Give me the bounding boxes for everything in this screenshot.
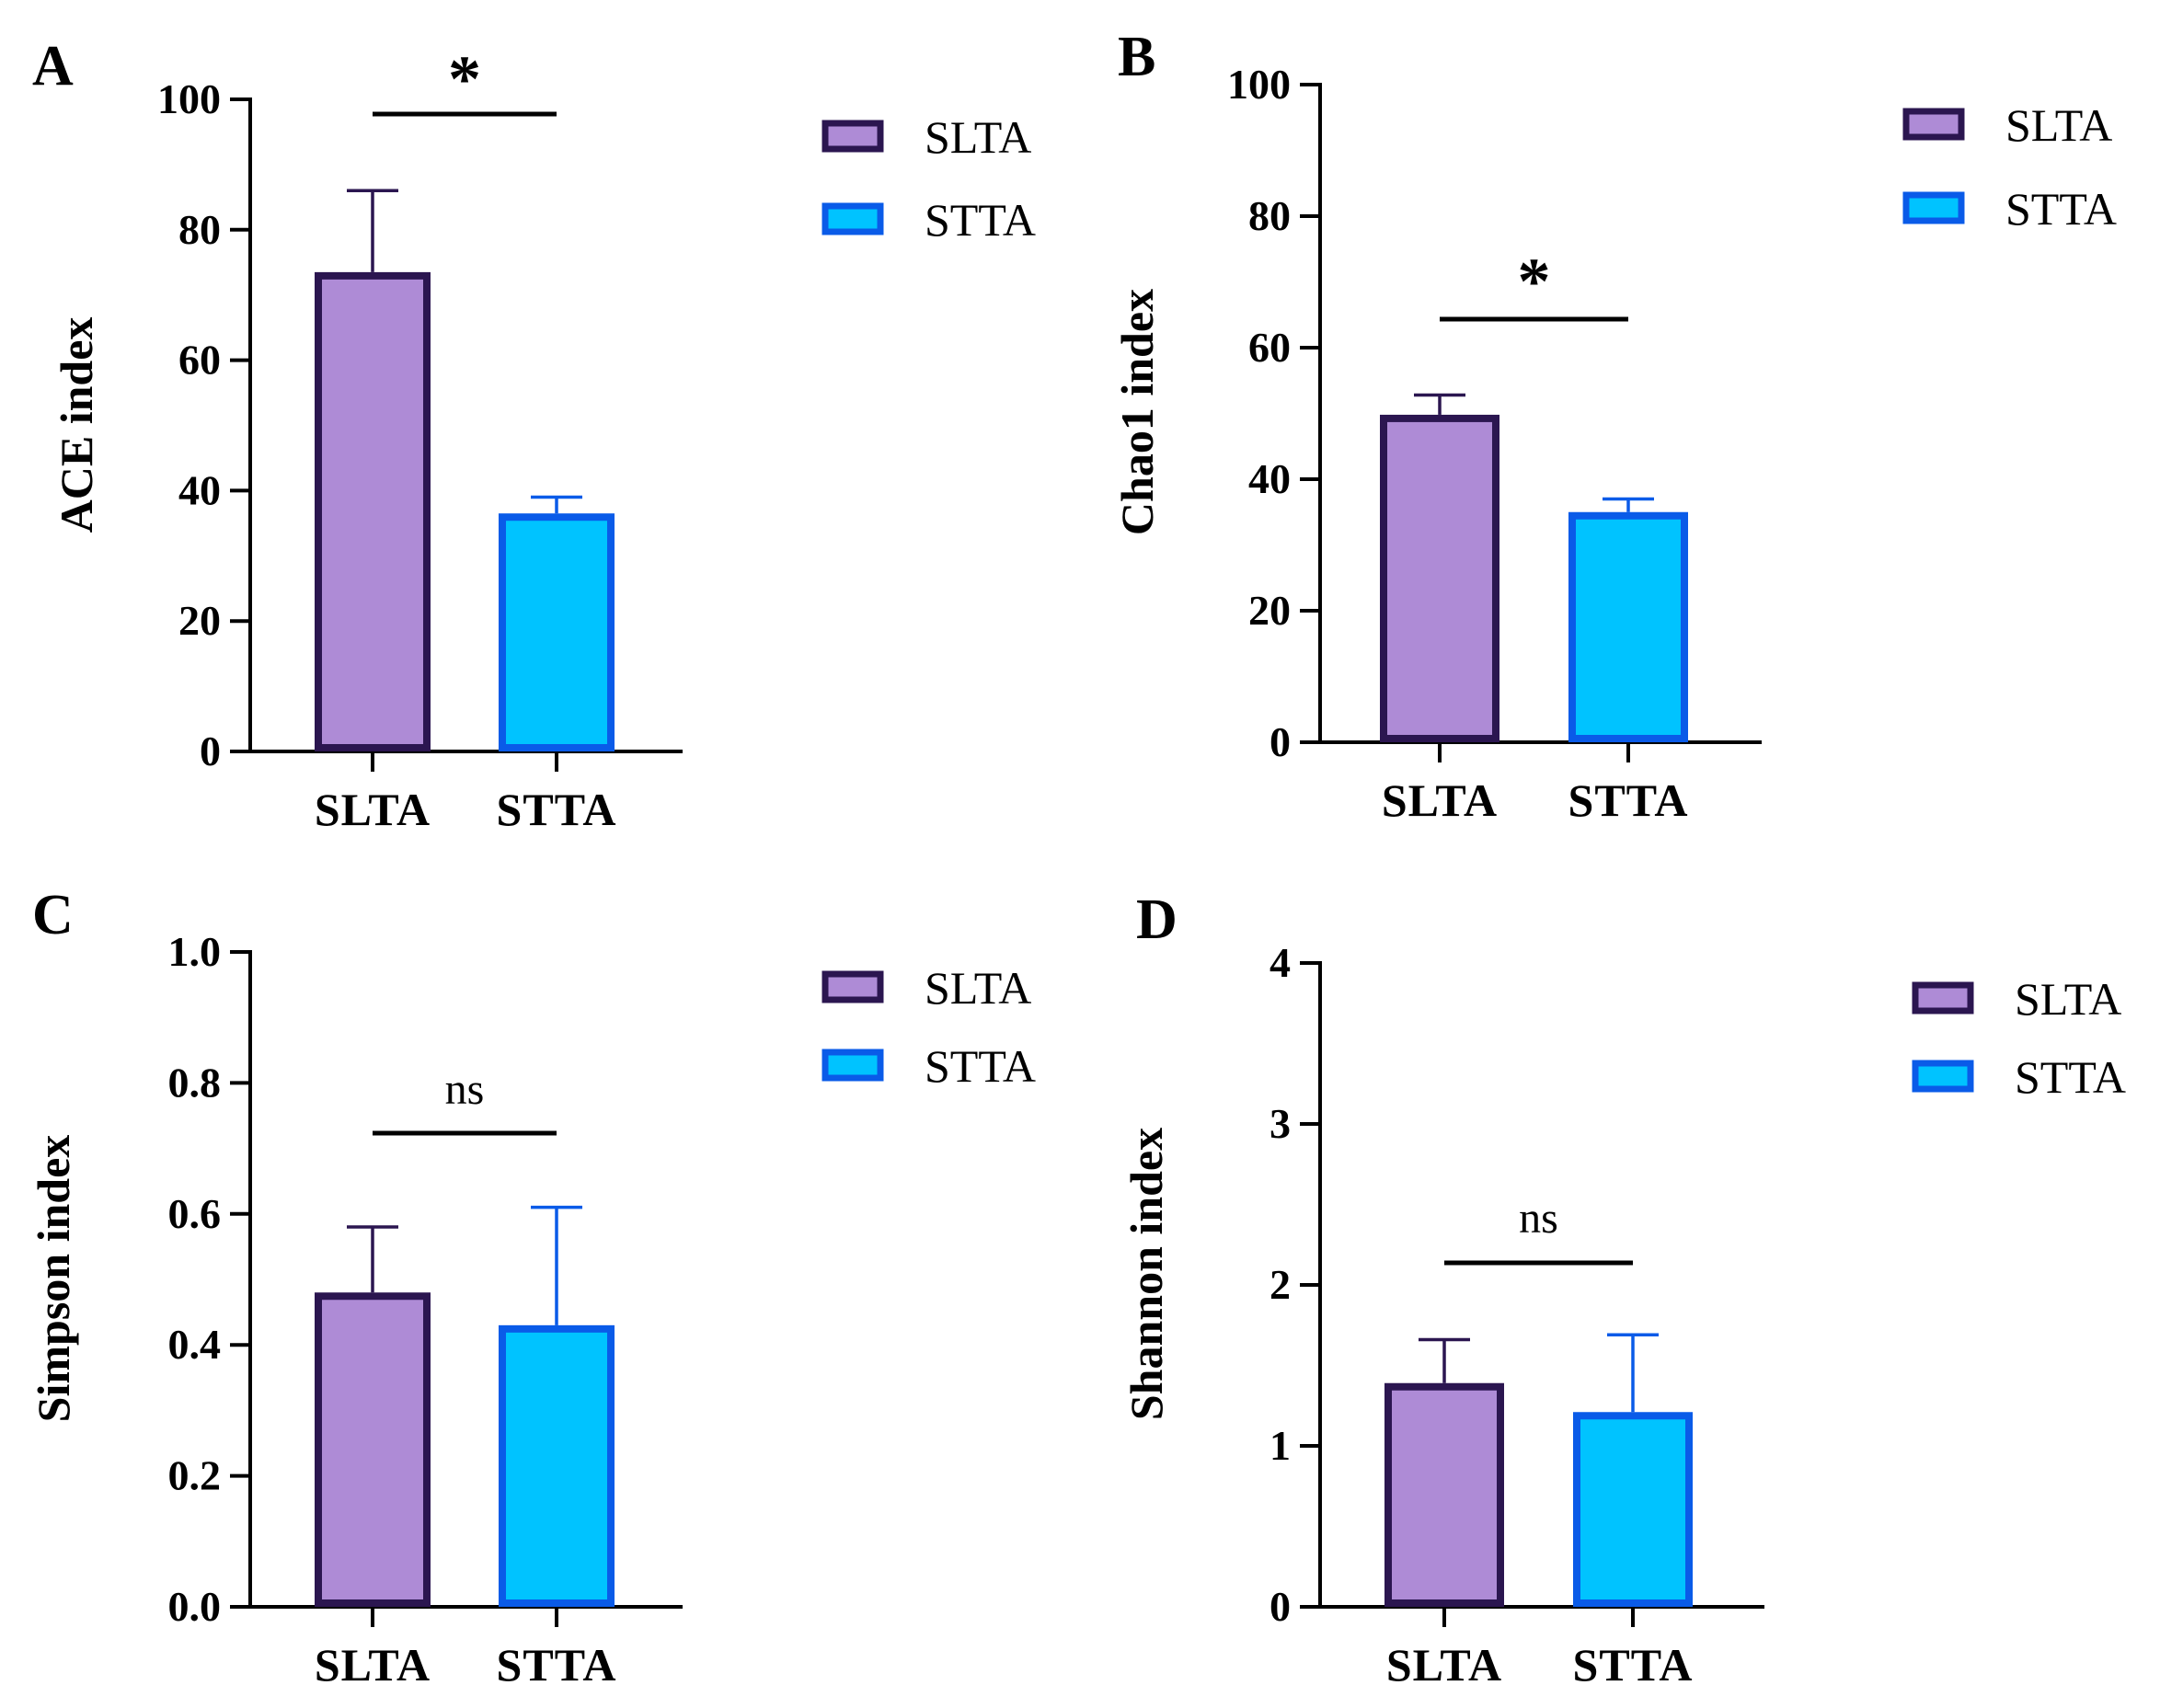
bar-slta: [315, 271, 431, 751]
significance-label: *: [1518, 245, 1551, 318]
y-tick-label: 100: [157, 75, 221, 122]
bar-slta: [1384, 1382, 1504, 1607]
x-tick-label-stta: STTA: [1573, 1639, 1694, 1691]
y-tick-label: 3: [1270, 1100, 1291, 1147]
bar-stta: [1568, 511, 1688, 742]
x-tick-label-slta: SLTA: [1386, 1639, 1502, 1691]
y-tick-label: 80: [1248, 192, 1291, 239]
legend-swatch-stta: [821, 1049, 884, 1082]
y-tick-label: 20: [178, 597, 221, 644]
y-tick-label: 20: [1248, 587, 1291, 634]
y-axis-title: Simpson index: [28, 1135, 79, 1423]
y-tick-label: 100: [1227, 61, 1291, 108]
y-axis-title: Chao1 index: [1111, 289, 1163, 535]
x-tick-label-slta: SLTA: [315, 1639, 431, 1691]
chart-panel-b: B 0 20 40 60 80 100 Chao1 index SLTA STTA * SLTA STT…: [1111, 26, 2117, 826]
legend-swatch-slta: [821, 970, 884, 1003]
panel-letter: D: [1136, 888, 1178, 951]
legend-swatch-slta: [1902, 108, 1965, 141]
y-axis-title: Shannon index: [1120, 1128, 1172, 1420]
bar-stta: [499, 1324, 615, 1607]
y-tick-label: 2: [1270, 1261, 1291, 1308]
significance-label: ns: [445, 1065, 485, 1114]
legend-label-slta: SLTA: [2005, 99, 2112, 151]
legend-label-slta: SLTA: [925, 111, 1031, 163]
y-tick-label: 0: [1270, 718, 1291, 765]
bar-slta: [1380, 414, 1499, 742]
legend-label-stta: STTA: [925, 194, 1036, 246]
y-tick-label: 0.0: [168, 1583, 222, 1630]
chart-panel-c: C 0.0 0.2 0.4 0.6 0.8 1.0 Simpson index SLTA STTA…: [28, 884, 1036, 1691]
x-tick-label-stta: STTA: [497, 784, 617, 835]
legend-swatch-slta: [821, 120, 884, 153]
x-tick-label-stta: STTA: [497, 1639, 617, 1691]
y-tick-label: 0.4: [168, 1321, 222, 1368]
legend-swatch-stta: [821, 202, 884, 235]
y-tick-label: 4: [1270, 939, 1291, 986]
legend-label-stta: STTA: [2015, 1051, 2126, 1103]
significance-label: ns: [1519, 1194, 1558, 1243]
y-tick-label: 40: [178, 466, 221, 513]
legend-label-slta: SLTA: [2015, 973, 2121, 1025]
y-tick-label: 0: [1270, 1583, 1291, 1630]
y-tick-label: 0.6: [168, 1190, 222, 1237]
y-tick-label: 80: [178, 206, 221, 253]
legend-label-stta: STTA: [2005, 183, 2117, 235]
panel-letter: B: [1118, 26, 1155, 88]
y-tick-label: 1.0: [168, 928, 222, 975]
significance-label: *: [448, 42, 481, 116]
chart-panel-d: D 0 1 2 3 4 Shannon index SLTA STTA ns SLTA STTA: [1120, 888, 2126, 1691]
y-tick-label: 0: [200, 728, 221, 774]
bar-stta: [1573, 1412, 1693, 1607]
y-tick-label: 0.8: [168, 1059, 222, 1106]
legend-swatch-slta: [1912, 981, 1974, 1014]
x-tick-label-slta: SLTA: [1382, 774, 1498, 826]
panel-letter: C: [32, 884, 74, 946]
y-axis-title: ACE index: [51, 317, 102, 533]
y-tick-label: 40: [1248, 455, 1291, 502]
x-tick-label-slta: SLTA: [315, 784, 431, 835]
legend-swatch-stta: [1902, 191, 1965, 224]
y-tick-label: 1: [1270, 1422, 1291, 1469]
bar-slta: [315, 1292, 431, 1607]
legend-swatch-stta: [1912, 1060, 1974, 1093]
panel-letter: A: [32, 35, 74, 97]
bar-stta: [499, 513, 615, 752]
y-tick-label: 60: [1248, 324, 1291, 371]
legend-label-stta: STTA: [925, 1040, 1036, 1092]
y-tick-label: 0.2: [168, 1452, 222, 1499]
legend-label-slta: SLTA: [925, 962, 1031, 1014]
chart-panel-a: A 0 20 40 60 80 100 ACE index SLTA STTA * SLTA STTA: [32, 35, 1036, 835]
x-tick-label-stta: STTA: [1568, 774, 1689, 826]
y-tick-label: 60: [178, 337, 221, 384]
